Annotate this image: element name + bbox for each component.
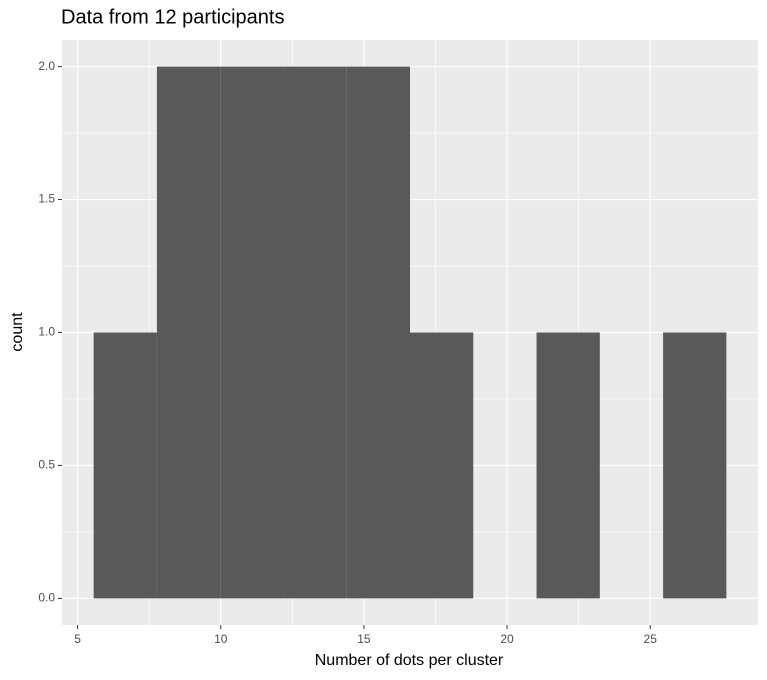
y-tick-label: 0.0: [38, 591, 55, 605]
bar: [346, 66, 410, 599]
bar: [663, 332, 727, 599]
bar: [536, 332, 600, 599]
bar: [156, 66, 221, 599]
bar: [220, 66, 284, 599]
y-tick-label: 2.0: [38, 59, 55, 73]
x-tick-label: 10: [214, 632, 228, 646]
y-axis-label: count: [9, 312, 26, 352]
y-tick-label: 1.0: [38, 325, 55, 339]
x-tick-label: 5: [74, 632, 81, 646]
bar: [410, 332, 474, 599]
x-tick-label: 15: [357, 632, 371, 646]
bar: [283, 66, 347, 599]
y-tick-label: 0.5: [38, 458, 55, 472]
x-tick-label: 20: [500, 632, 514, 646]
y-tick-label: 1.5: [38, 192, 55, 206]
x-axis-label: Number of dots per cluster: [315, 652, 504, 669]
chart-title: Data from 12 participants: [61, 6, 284, 28]
x-tick-label: 25: [644, 632, 658, 646]
bar: [93, 332, 157, 599]
